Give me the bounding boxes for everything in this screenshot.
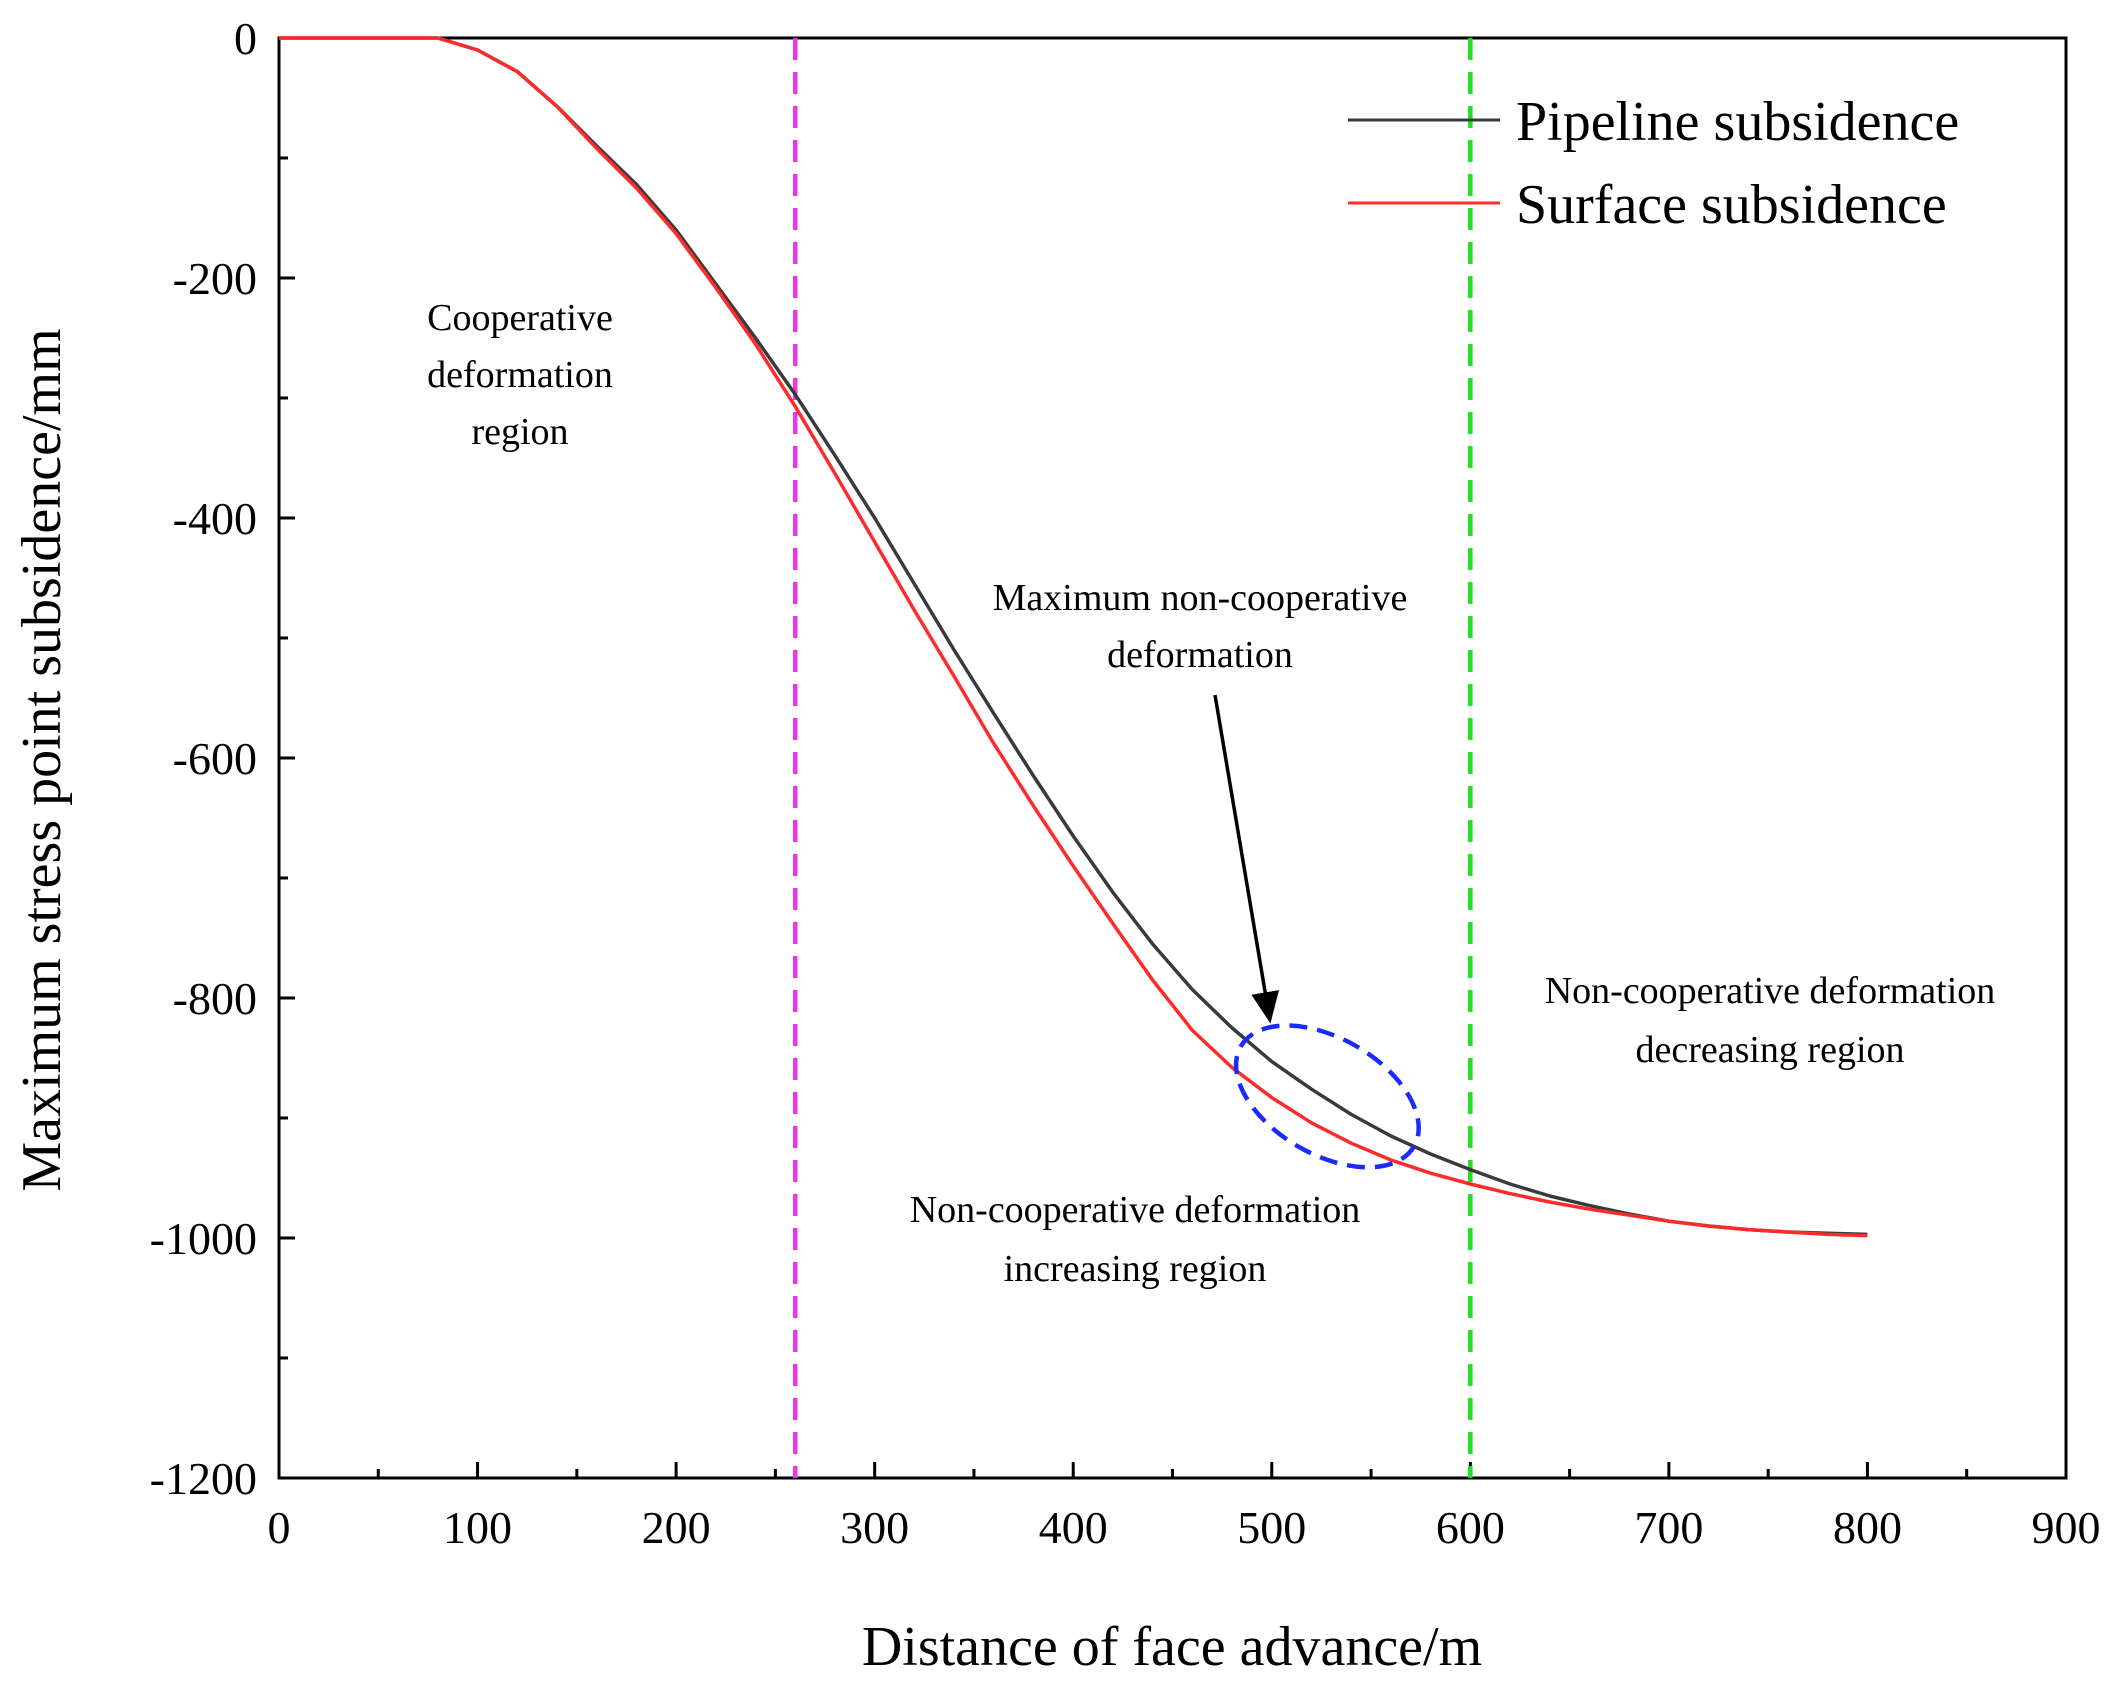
- annotation-decreasing-line1: Non-cooperative deformation: [1545, 970, 1996, 1012]
- x-tick-label: 200: [642, 1502, 711, 1553]
- annotation-arrow: [1213, 694, 1279, 1024]
- annotation-cooperative-line1: Cooperative: [427, 297, 613, 339]
- x-tick-label: 900: [2032, 1502, 2101, 1553]
- y-tick-label: -600: [173, 733, 257, 784]
- highlight-ellipse: [1233, 1023, 1421, 1170]
- y-tick-label: 0: [234, 13, 257, 64]
- y-tick-label: -800: [173, 973, 257, 1024]
- y-tick-label: -200: [173, 253, 257, 304]
- x-tick-label: 0: [268, 1502, 291, 1553]
- y-axis: 0 -200 -400 -600 -800 -1000 -1200: [150, 13, 295, 1504]
- x-tick-label: 400: [1039, 1502, 1108, 1553]
- annotation-increasing-line1: Non-cooperative deformation: [910, 1189, 1361, 1231]
- legend: Pipeline subsidence Surface subsidence: [1348, 91, 1959, 236]
- annotation-cooperative-line3: region: [471, 411, 568, 453]
- reference-lines: [792, 38, 1473, 1478]
- annotation-increasing-line2: increasing region: [1004, 1248, 1267, 1290]
- legend-label-surface: Surface subsidence: [1516, 174, 1947, 236]
- series-layer: [279, 36, 1868, 1238]
- x-tick-label: 600: [1436, 1502, 1505, 1553]
- x-tick-label: 100: [443, 1502, 512, 1553]
- x-tick-label: 500: [1237, 1502, 1306, 1553]
- ellipse-layer: [1233, 1023, 1421, 1170]
- x-tick-label: 800: [1833, 1502, 1902, 1553]
- y-tick-label: -1200: [150, 1453, 257, 1504]
- legend-label-pipeline: Pipeline subsidence: [1516, 91, 1959, 153]
- annotation-decreasing-line2: decreasing region: [1635, 1029, 1904, 1071]
- series-line-surface-subsidence: [279, 36, 1868, 1238]
- annotation-cooperative-line2: deformation: [427, 354, 613, 396]
- y-axis-title: Maximum stress point subsidence/mm: [11, 328, 73, 1191]
- y-tick-label: -1000: [150, 1213, 257, 1264]
- annotation-max-noncoop-line1: Maximum non-cooperative: [993, 577, 1408, 619]
- x-axis: 0 100 200 300 400 500 600 700 800 900: [268, 1462, 2101, 1553]
- y-tick-label: -400: [173, 493, 257, 544]
- x-axis-title: Distance of face advance/m: [862, 1616, 1482, 1678]
- annotation-max-noncoop-line2: deformation: [1107, 634, 1293, 676]
- x-tick-label: 700: [1634, 1502, 1703, 1553]
- x-tick-label: 300: [840, 1502, 909, 1553]
